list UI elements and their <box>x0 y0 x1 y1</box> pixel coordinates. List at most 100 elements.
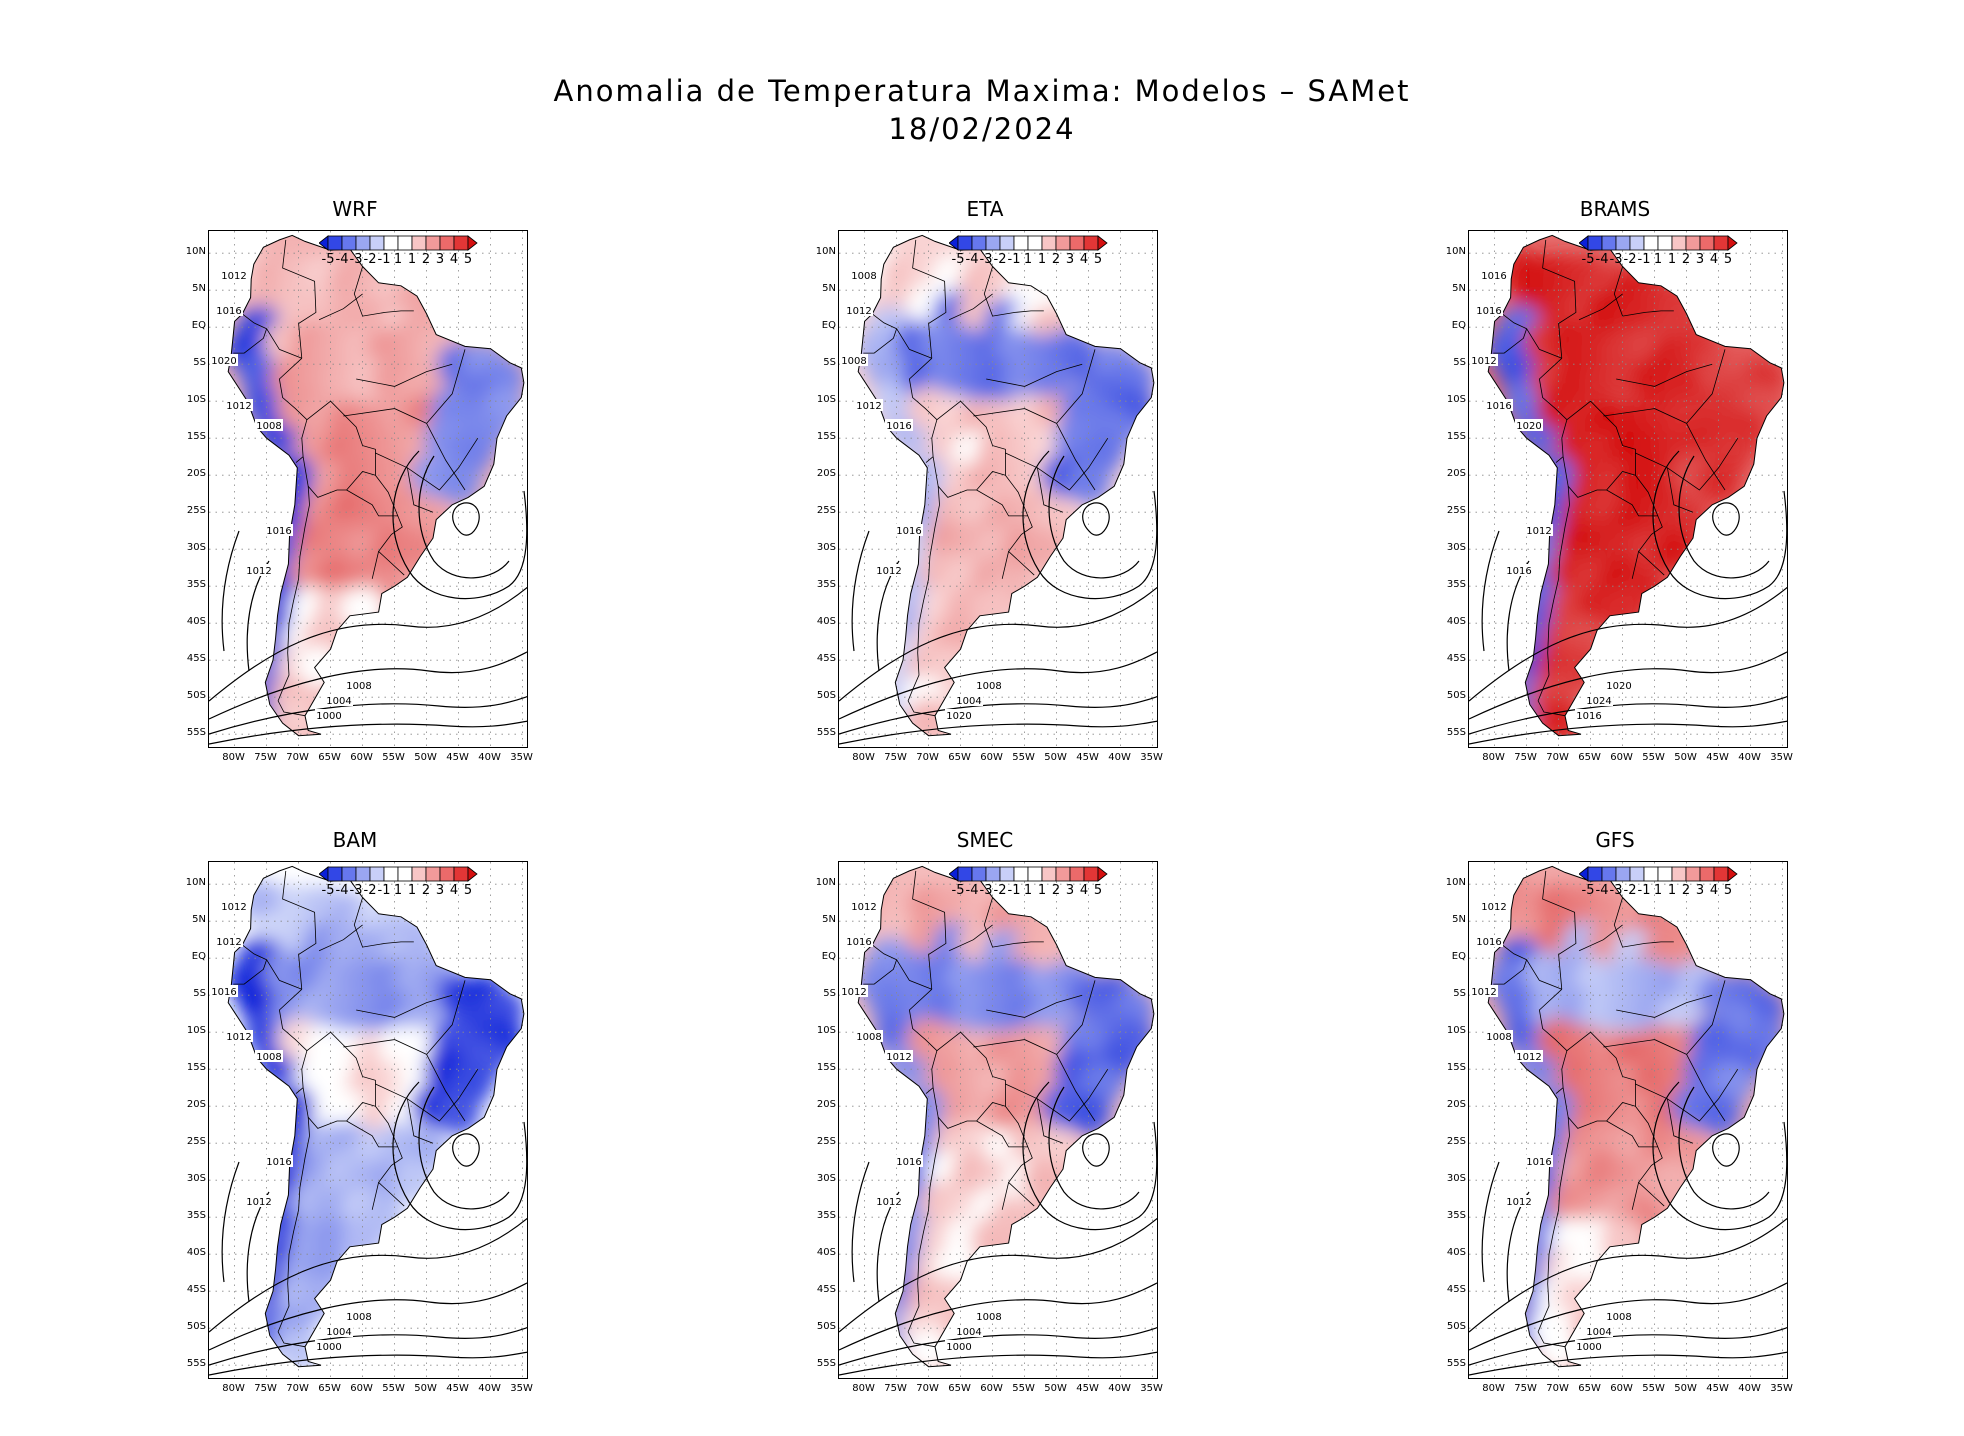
map-frame: 1012 1016 1012 1008 1012 1016 1012 1008 1004 1000 <box>838 861 1158 1379</box>
isobar-label-bg <box>1515 1050 1543 1062</box>
lon-tick-label: 50W <box>1674 752 1697 763</box>
colorbar-arrow-left <box>318 235 329 251</box>
lat-tick-label: 15S <box>1446 431 1466 443</box>
isobar <box>452 1133 480 1167</box>
isobar-label-bg <box>215 304 243 316</box>
border-line <box>277 1117 310 1348</box>
isobar-label: 1016 <box>1476 306 1501 317</box>
isobar-label: 1020 <box>211 356 236 367</box>
lat-tick-label: 15S <box>1446 1062 1466 1074</box>
isobar-label-bg <box>265 524 293 536</box>
isobar-label-bg <box>345 679 373 691</box>
lat-tick-label: 25S <box>1446 505 1466 517</box>
border-line <box>1537 1117 1570 1348</box>
lon-tick-label: 50W <box>1044 1383 1067 1394</box>
colorbar: -5 -4 -3 -2 -1 1 1 2 3 4 5 <box>318 235 497 267</box>
lon-tick-label: 45W <box>1706 752 1729 763</box>
border-line <box>1001 1182 1009 1210</box>
colorbar-arrow-left <box>318 866 329 882</box>
border-line <box>407 467 434 513</box>
lat-tick-label: 35S <box>186 1210 206 1222</box>
isobar-label: 1020 <box>946 711 971 722</box>
isobar <box>209 1351 527 1376</box>
lon-tick-label: 80W <box>1482 1383 1505 1394</box>
isobar <box>1678 1086 1770 1210</box>
lon-tick-label: 70W <box>1546 1383 1569 1394</box>
colorbar-label: 1 <box>1023 883 1033 898</box>
isobar-labels: 1008 1012 1008 1012 1016 1016 1012 1008 1004 1020 <box>840 269 1003 722</box>
country-borders <box>1493 239 1739 717</box>
border-line <box>426 349 466 424</box>
lat-tick-label: 5S <box>823 357 836 369</box>
isobar-label: 1012 <box>1471 987 1496 998</box>
isobar-label: 1012 <box>846 306 871 317</box>
colorbar-swatch <box>411 235 427 251</box>
colorbar-swatch <box>383 235 399 251</box>
isobar-label: 1012 <box>851 902 876 913</box>
colorbar-swatch <box>1643 866 1659 882</box>
lon-tick-label: 70W <box>916 1383 939 1394</box>
colorbar-swatch <box>1013 866 1029 882</box>
country-borders <box>1493 870 1739 1348</box>
lat-tick-label: 10N <box>185 877 206 889</box>
border-line <box>925 419 938 463</box>
isobar-label: 1016 <box>896 1157 921 1168</box>
colorbar-swatch <box>383 866 399 882</box>
isobar-label: 1012 <box>1471 356 1496 367</box>
border-line <box>318 293 363 321</box>
isobar-label: 1012 <box>221 902 246 913</box>
lon-tick-label: 65W <box>318 752 341 763</box>
isobar <box>839 1282 1157 1351</box>
isobar-label-bg <box>945 1340 973 1352</box>
colorbar-swatch <box>411 866 427 882</box>
coastline <box>1487 234 1785 737</box>
lon-tick-label: 75W <box>884 1383 907 1394</box>
isobar <box>209 651 527 720</box>
colorbar-swatch <box>1055 235 1071 251</box>
isobar <box>1469 1327 1787 1366</box>
lat-tick-label: 10S <box>186 1025 206 1037</box>
colorbar-label: 5 <box>1723 883 1733 898</box>
isobar-label-bg <box>1485 1030 1513 1042</box>
country-borders <box>233 239 479 717</box>
colorbar-swatch <box>1643 235 1659 251</box>
isobar-label-bg <box>1505 1195 1533 1207</box>
lon-tick-label: 75W <box>254 752 277 763</box>
border-line <box>1613 266 1674 317</box>
isobar <box>839 651 1157 720</box>
isobar-label: 1012 <box>876 566 901 577</box>
isobar <box>221 1161 240 1283</box>
colorbar-svg <box>318 866 478 882</box>
isobar-label: 1012 <box>246 1197 271 1208</box>
lon-tick-label: 50W <box>1044 752 1067 763</box>
isobar-label: 1008 <box>346 1312 371 1323</box>
lat-tick-label: 55S <box>1446 1358 1466 1370</box>
lon-tick-label: 45W <box>1076 752 1099 763</box>
isobar <box>876 1191 900 1303</box>
isobar-label-bg <box>255 1050 283 1062</box>
colorbar: -5 -4 -3 -2 -1 1 1 2 3 4 5 <box>948 866 1127 898</box>
isobar-label: 1012 <box>1526 526 1551 537</box>
colorbar-label: -5 <box>1581 252 1595 267</box>
border-line <box>1526 959 1562 990</box>
colorbar-swatch <box>341 235 357 251</box>
lat-tick-label: 5S <box>193 988 206 1000</box>
border-line <box>1542 870 1577 990</box>
isobar-label: 1020 <box>1516 421 1541 432</box>
isobar-label-bg <box>215 935 243 947</box>
isobar-label: 1016 <box>211 987 236 998</box>
lon-tick-label: 70W <box>1546 752 1569 763</box>
border-line <box>295 1050 308 1094</box>
colorbar-label: -1 <box>377 252 391 267</box>
colorbar-label: 2 <box>1051 252 1061 267</box>
colorbar-swatch <box>1615 235 1631 251</box>
colorbar-label: 1 <box>407 252 417 267</box>
isobar-label: 1004 <box>956 696 981 707</box>
lon-tick-label: 35W <box>1140 752 1163 763</box>
lat-tick-label: 45S <box>186 653 206 665</box>
colorbar-label: -4 <box>1595 883 1609 898</box>
lat-tick-label: 25S <box>186 505 206 517</box>
border-line <box>295 419 308 463</box>
colorbar-label: -5 <box>951 252 965 267</box>
colorbar-swatch <box>1013 235 1029 251</box>
